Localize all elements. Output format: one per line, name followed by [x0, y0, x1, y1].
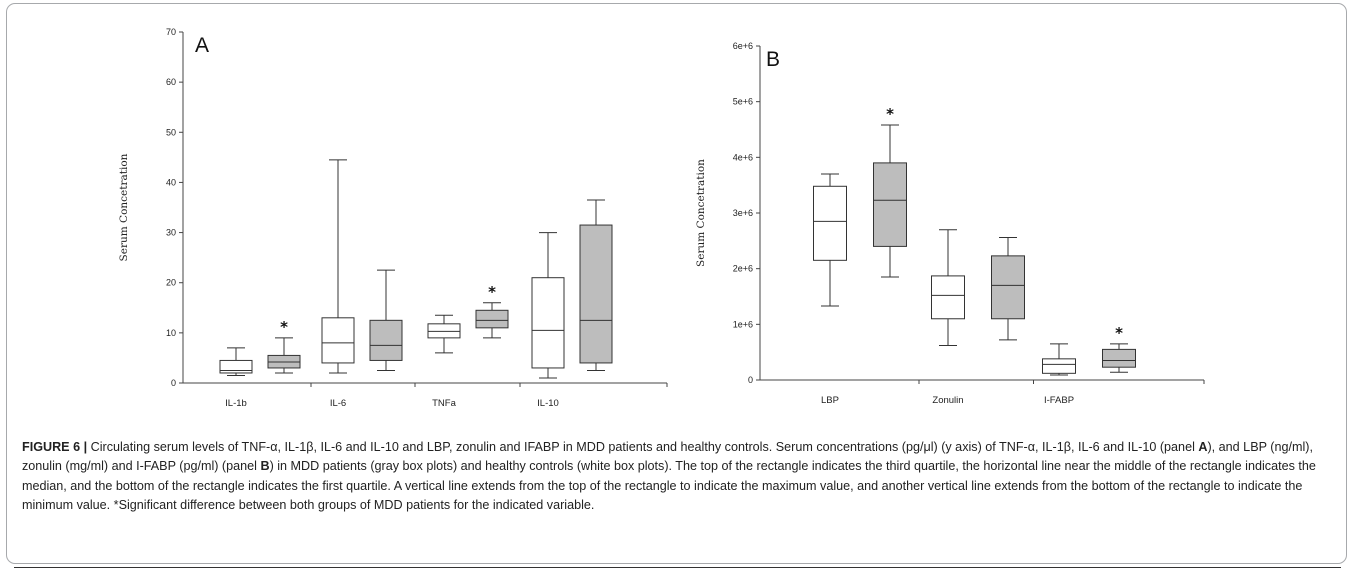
panel-b-lbp-mdd-patients-box: [874, 125, 907, 277]
panel-a-x-label-il-6: IL-6: [330, 398, 346, 409]
panel-b-y-tick-label: 2e+6: [733, 264, 753, 274]
panel-a-y-tick-label: 0: [171, 378, 176, 388]
caption-text-1: Circulating serum levels of TNF-α, IL-1β…: [87, 440, 1198, 454]
panel-b-y-tick-label: 0: [748, 375, 753, 385]
figure-caption: FIGURE 6 | Circulating serum levels of T…: [22, 438, 1334, 516]
panel-b-y-tick-label: 4e+6: [733, 152, 753, 162]
panel-a-x-label-il-1b: IL-1b: [225, 398, 247, 409]
panel-b-y-tick-label: 6e+6: [733, 41, 753, 51]
panel-b-zonulin-healthy-controls-box: [932, 230, 965, 346]
panel-a-il-1b-mdd-patients-box: [268, 338, 300, 373]
panel-a-x-label-il-10: IL-10: [537, 398, 559, 409]
panel-b-i-fabp-mdd-patients-box: [1103, 344, 1136, 372]
panel-a-y-tick-label: 30: [166, 228, 176, 238]
panel-a-y-tick-label: 70: [166, 27, 176, 37]
panel-b-y-tick-label: 3e+6: [733, 208, 753, 218]
panel-b-i-fabp-healthy-controls-box: [1043, 344, 1076, 375]
panel-b-letter: B: [766, 48, 780, 71]
panel-a-tnfa-healthy-controls-iqr-rect: [428, 324, 460, 338]
panel-a-il-1b-mdd-patients-significance-star: *: [280, 318, 288, 336]
panel-b-lbp-healthy-controls-box: [814, 174, 847, 306]
panel-a-tnfa-mdd-patients-iqr-rect: [476, 310, 508, 328]
panel-a-il-10-mdd-patients-iqr-rect: [580, 225, 612, 363]
panel-b-zonulin-healthy-controls-iqr-rect: [932, 276, 965, 319]
panel-b-i-fabp-mdd-patients-significance-star: *: [1115, 324, 1123, 342]
panel-b-zonulin-mdd-patients-iqr-rect: [992, 256, 1025, 319]
panel-a-il-6-mdd-patients-box: [370, 270, 402, 370]
panel-a-x-label-tnfa: TNFa: [432, 398, 456, 409]
panel-a-il-1b-healthy-controls-iqr-rect: [220, 360, 252, 373]
panel-a-y-tick-label: 20: [166, 278, 176, 288]
panel-a-il-6-mdd-patients-iqr-rect: [370, 320, 402, 360]
panel-a-tnfa-mdd-patients-significance-star: *: [488, 283, 496, 301]
panel-b-x-label-i-fabp: I-FABP: [1044, 395, 1074, 406]
panel-b-y-axis-title: Serum Concetration: [695, 159, 707, 267]
panel-b-chart: 0 1e+6 2e+6 3e+6 4e+6 5e+6 6e+6 LBP Zonulin I-FAB…: [695, 41, 1204, 406]
panel-a-y-tick-label: 50: [166, 127, 176, 137]
panel-b-lbp-mdd-patients-iqr-rect: [874, 163, 907, 247]
panel-a-y-axis-title: Serum Concetration: [118, 153, 130, 261]
panel-b-i-fabp-mdd-patients-iqr-rect: [1103, 349, 1136, 367]
panel-b-x-label-zonulin: Zonulin: [932, 395, 963, 406]
panel-a-tnfa-healthy-controls-box: [428, 315, 460, 353]
panel-a-il-6-healthy-controls-box: [322, 160, 354, 373]
panel-b-y-tick-label: 1e+6: [733, 319, 753, 329]
caption-panel-b-ref: B: [260, 459, 269, 473]
panel-a-il-10-healthy-controls-box: [532, 233, 564, 378]
panel-a-il-10-mdd-patients-box: [580, 200, 612, 370]
panel-a-y-tick-label: 10: [166, 328, 176, 338]
panel-a-il-6-healthy-controls-iqr-rect: [322, 318, 354, 363]
figure-charts: 0 10 20 30 40 50 60 70 IL-1b IL-6 TNFa IL-10 Serum C…: [0, 0, 1355, 440]
panel-b-zonulin-mdd-patients-box: [992, 237, 1025, 339]
panel-a-il-10-healthy-controls-iqr-rect: [532, 278, 564, 368]
panel-a-il-1b-healthy-controls-box: [220, 348, 252, 376]
figure-label: FIGURE 6 |: [22, 440, 87, 454]
panel-a-y-tick-label: 40: [166, 177, 176, 187]
panel-a-y-tick-label: 60: [166, 77, 176, 87]
panel-a-chart: 0 10 20 30 40 50 60 70 IL-1b IL-6 TNFa IL-10 Serum C…: [118, 27, 667, 409]
bottom-rule: [14, 567, 1341, 568]
panel-b-i-fabp-healthy-controls-iqr-rect: [1043, 359, 1076, 373]
panel-b-x-label-lbp: LBP: [821, 395, 839, 406]
panel-b-lbp-healthy-controls-iqr-rect: [814, 186, 847, 260]
panel-a-letter: A: [195, 34, 209, 57]
panel-b-y-tick-label: 5e+6: [733, 97, 753, 107]
panel-b-lbp-mdd-patients-significance-star: *: [886, 105, 894, 123]
panel-a-tnfa-mdd-patients-box: [476, 303, 508, 338]
